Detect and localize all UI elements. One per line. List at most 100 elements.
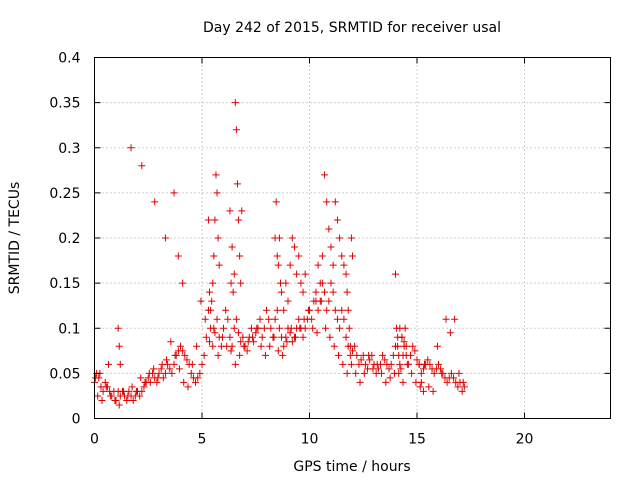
data-point <box>349 252 356 260</box>
data-point <box>430 369 438 377</box>
data-point <box>300 315 308 323</box>
data-point <box>223 342 231 350</box>
y-axis-label: SRMTID / TECUs <box>7 182 23 295</box>
x-tick-label: 5 <box>198 432 207 448</box>
data-point <box>180 378 188 386</box>
data-point <box>116 360 124 368</box>
data-point <box>252 329 260 337</box>
data-point <box>123 396 131 404</box>
data-point <box>230 270 238 278</box>
data-point <box>386 374 394 382</box>
x-tick-label: 15 <box>408 432 426 448</box>
data-point <box>239 333 247 341</box>
data-point <box>338 252 346 260</box>
data-point <box>265 315 273 323</box>
data-point <box>346 351 354 359</box>
data-point <box>283 338 291 346</box>
data-point <box>333 315 341 323</box>
data-point <box>326 333 334 341</box>
data-point <box>413 356 421 364</box>
y-tick-label: 0.3 <box>58 141 80 157</box>
data-point <box>231 99 239 107</box>
data-point <box>206 288 214 296</box>
data-point <box>279 351 287 359</box>
x-tick-label: 20 <box>516 432 534 448</box>
data-point <box>211 329 219 337</box>
data-point <box>192 378 200 386</box>
data-point <box>366 356 374 364</box>
data-point <box>340 315 348 323</box>
data-point <box>409 342 417 350</box>
data-point <box>233 180 241 188</box>
data-point <box>187 369 195 377</box>
data-point <box>407 351 415 359</box>
data-point <box>349 347 356 355</box>
data-point <box>153 378 161 386</box>
data-point <box>227 347 235 355</box>
data-point <box>325 225 333 233</box>
data-point <box>297 279 305 287</box>
data-point <box>202 333 210 341</box>
data-point <box>339 360 347 368</box>
x-tick-label: 0 <box>90 432 99 448</box>
data-point <box>459 378 467 386</box>
data-points <box>91 99 468 409</box>
y-tick-labels: 0 0.05 0.1 0.15 0.2 0.25 0.3 0.35 0.4 <box>49 51 80 428</box>
data-point <box>424 356 432 364</box>
axis-ticks <box>94 57 611 419</box>
data-point <box>99 387 107 395</box>
data-point <box>314 261 322 269</box>
data-point <box>224 315 232 323</box>
data-point <box>318 252 326 260</box>
data-point <box>435 360 442 368</box>
data-point <box>208 297 216 305</box>
data-point <box>365 351 373 359</box>
data-point <box>209 279 217 287</box>
data-point <box>314 306 322 314</box>
data-point <box>355 360 363 368</box>
data-point <box>111 396 119 404</box>
data-point <box>198 360 206 368</box>
data-point <box>214 234 222 242</box>
data-point <box>155 369 163 377</box>
grid-lines <box>94 57 611 419</box>
data-point <box>330 342 338 350</box>
y-tick-label: 0.35 <box>49 96 80 112</box>
data-point <box>256 315 264 323</box>
data-point <box>230 324 238 332</box>
data-point <box>194 374 202 382</box>
data-point <box>313 329 321 337</box>
data-point <box>438 369 446 377</box>
data-point <box>387 360 395 368</box>
data-point <box>145 369 153 377</box>
data-point <box>275 324 283 332</box>
data-point <box>346 342 354 350</box>
data-point <box>128 383 136 391</box>
data-point <box>361 360 369 368</box>
data-point <box>327 279 335 287</box>
data-point <box>402 342 410 350</box>
data-point <box>101 378 109 386</box>
data-point <box>417 369 425 377</box>
data-point <box>446 329 454 337</box>
data-point <box>263 306 270 314</box>
data-point <box>286 329 294 337</box>
data-point <box>373 360 381 368</box>
data-point <box>127 144 135 152</box>
data-point <box>179 347 187 355</box>
data-point <box>102 383 110 391</box>
data-point <box>184 383 192 391</box>
data-point <box>299 333 307 341</box>
data-point <box>179 279 187 287</box>
data-point <box>274 261 282 269</box>
y-tick-label: 0 <box>72 412 81 428</box>
data-point <box>137 374 145 382</box>
data-point <box>347 360 355 368</box>
data-point <box>335 351 343 359</box>
data-point <box>171 351 179 359</box>
data-point <box>231 360 239 368</box>
data-point <box>340 261 348 269</box>
data-point <box>170 189 178 197</box>
data-point <box>120 387 128 395</box>
